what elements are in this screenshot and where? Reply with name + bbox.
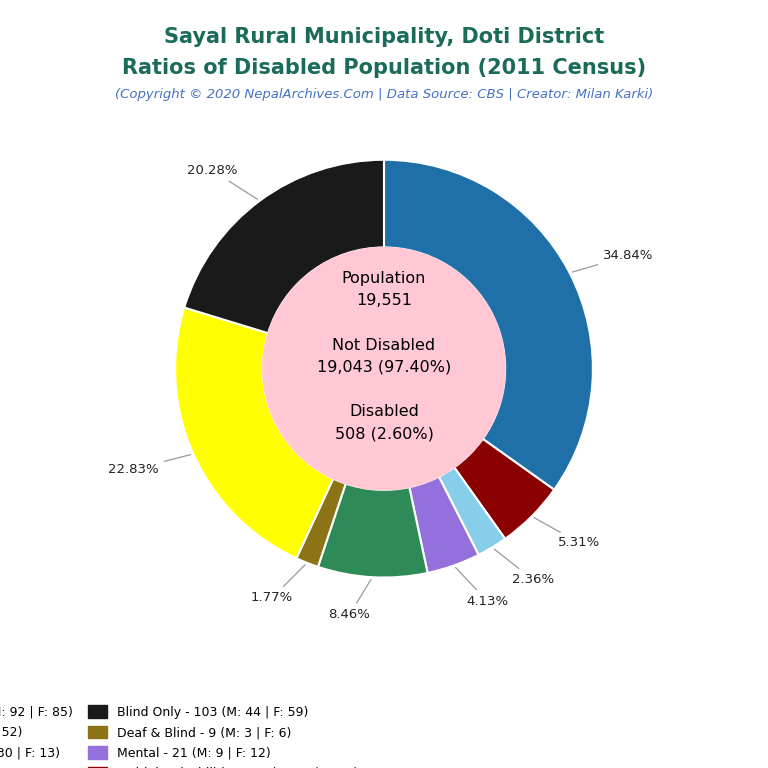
Text: 8.46%: 8.46% bbox=[329, 580, 371, 621]
Text: 4.13%: 4.13% bbox=[455, 568, 508, 607]
Wedge shape bbox=[454, 439, 554, 539]
Text: 22.83%: 22.83% bbox=[108, 455, 190, 475]
Wedge shape bbox=[175, 307, 333, 558]
Wedge shape bbox=[184, 160, 384, 333]
Wedge shape bbox=[318, 484, 428, 578]
Wedge shape bbox=[409, 477, 478, 573]
Text: 2.36%: 2.36% bbox=[495, 549, 554, 586]
Circle shape bbox=[263, 247, 505, 490]
Text: 34.84%: 34.84% bbox=[572, 249, 654, 272]
Wedge shape bbox=[439, 468, 505, 555]
Legend: Physically Disable - 177 (M: 92 | F: 85), Deaf Only - 116 (M: 64 | F: 52), Speec: Physically Disable - 177 (M: 92 | F: 85)… bbox=[0, 705, 358, 768]
Text: (Copyright © 2020 NepalArchives.Com | Data Source: CBS | Creator: Milan Karki): (Copyright © 2020 NepalArchives.Com | Da… bbox=[115, 88, 653, 101]
Text: Sayal Rural Municipality, Doti District: Sayal Rural Municipality, Doti District bbox=[164, 27, 604, 47]
Wedge shape bbox=[296, 478, 346, 567]
Text: 20.28%: 20.28% bbox=[187, 164, 257, 199]
Text: 1.77%: 1.77% bbox=[251, 564, 305, 604]
Text: 5.31%: 5.31% bbox=[534, 518, 601, 549]
Wedge shape bbox=[384, 160, 593, 490]
Text: Population
19,551

Not Disabled
19,043 (97.40%)

Disabled
508 (2.60%): Population 19,551 Not Disabled 19,043 (9… bbox=[317, 271, 451, 442]
Text: Ratios of Disabled Population (2011 Census): Ratios of Disabled Population (2011 Cens… bbox=[122, 58, 646, 78]
